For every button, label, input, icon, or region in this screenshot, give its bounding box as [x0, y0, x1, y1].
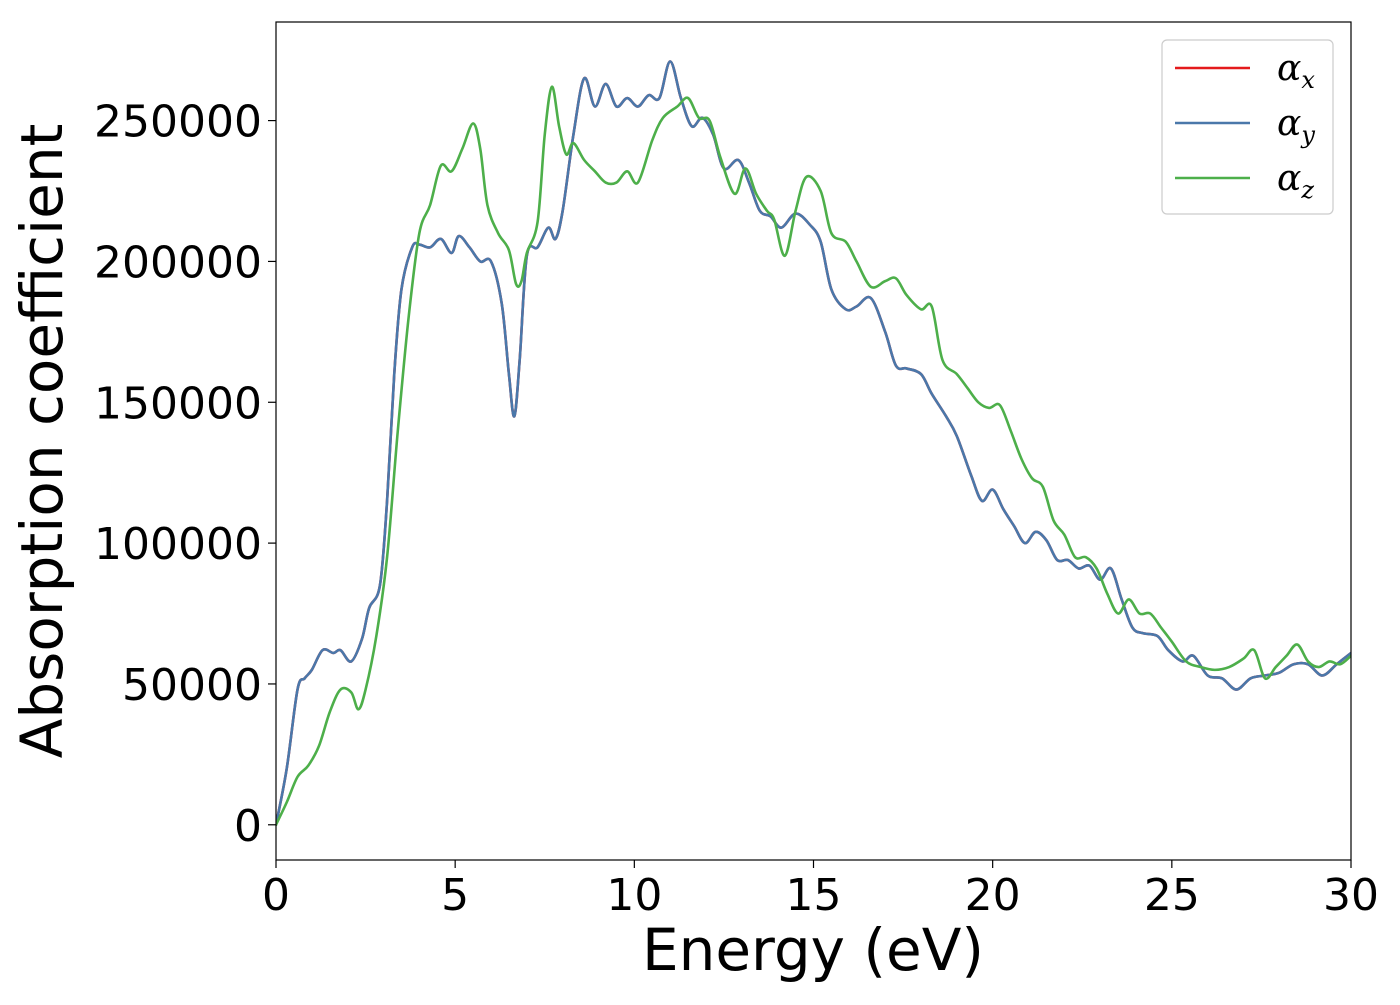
y-tick-label: 250000: [94, 97, 262, 148]
legend-subscript: y: [1300, 121, 1315, 149]
y-tick-label: 200000: [94, 237, 262, 288]
y-tick-label: 50000: [122, 660, 262, 711]
series-line-z: [276, 85, 1351, 827]
x-tick-label: 25: [1144, 870, 1200, 921]
x-tick-label: 20: [965, 870, 1021, 921]
x-tick-label: 5: [441, 870, 469, 921]
y-tick-label: 150000: [94, 378, 262, 429]
series-layer: [276, 60, 1351, 827]
legend-label-x: αx: [1277, 48, 1315, 94]
legend-symbol: α: [1277, 48, 1301, 89]
y-tick-label: 100000: [94, 519, 262, 570]
legend-label-y: αy: [1277, 103, 1315, 149]
x-axis-label: Energy (eV): [642, 916, 984, 984]
x-tick-label: 10: [606, 870, 662, 921]
legend-box: [1161, 39, 1334, 215]
legend-symbol: α: [1277, 158, 1301, 199]
y-axis-label: Absorption coefficient: [8, 124, 76, 759]
y-tick-label: 0: [234, 801, 262, 852]
legend-label-z: αz: [1277, 158, 1314, 204]
x-tick-label: 0: [262, 870, 290, 921]
legend-symbol: α: [1277, 103, 1301, 144]
legend-subscript: x: [1301, 66, 1315, 94]
series-lines: [276, 60, 1351, 827]
x-tick-label: 30: [1323, 870, 1379, 921]
x-tick-label: 15: [786, 870, 842, 921]
legend-subscript: z: [1300, 176, 1314, 204]
axes-layer: 0 5 10 15 20 25 30 0 50000 100000 150000 200000 2500…: [94, 21, 1379, 921]
